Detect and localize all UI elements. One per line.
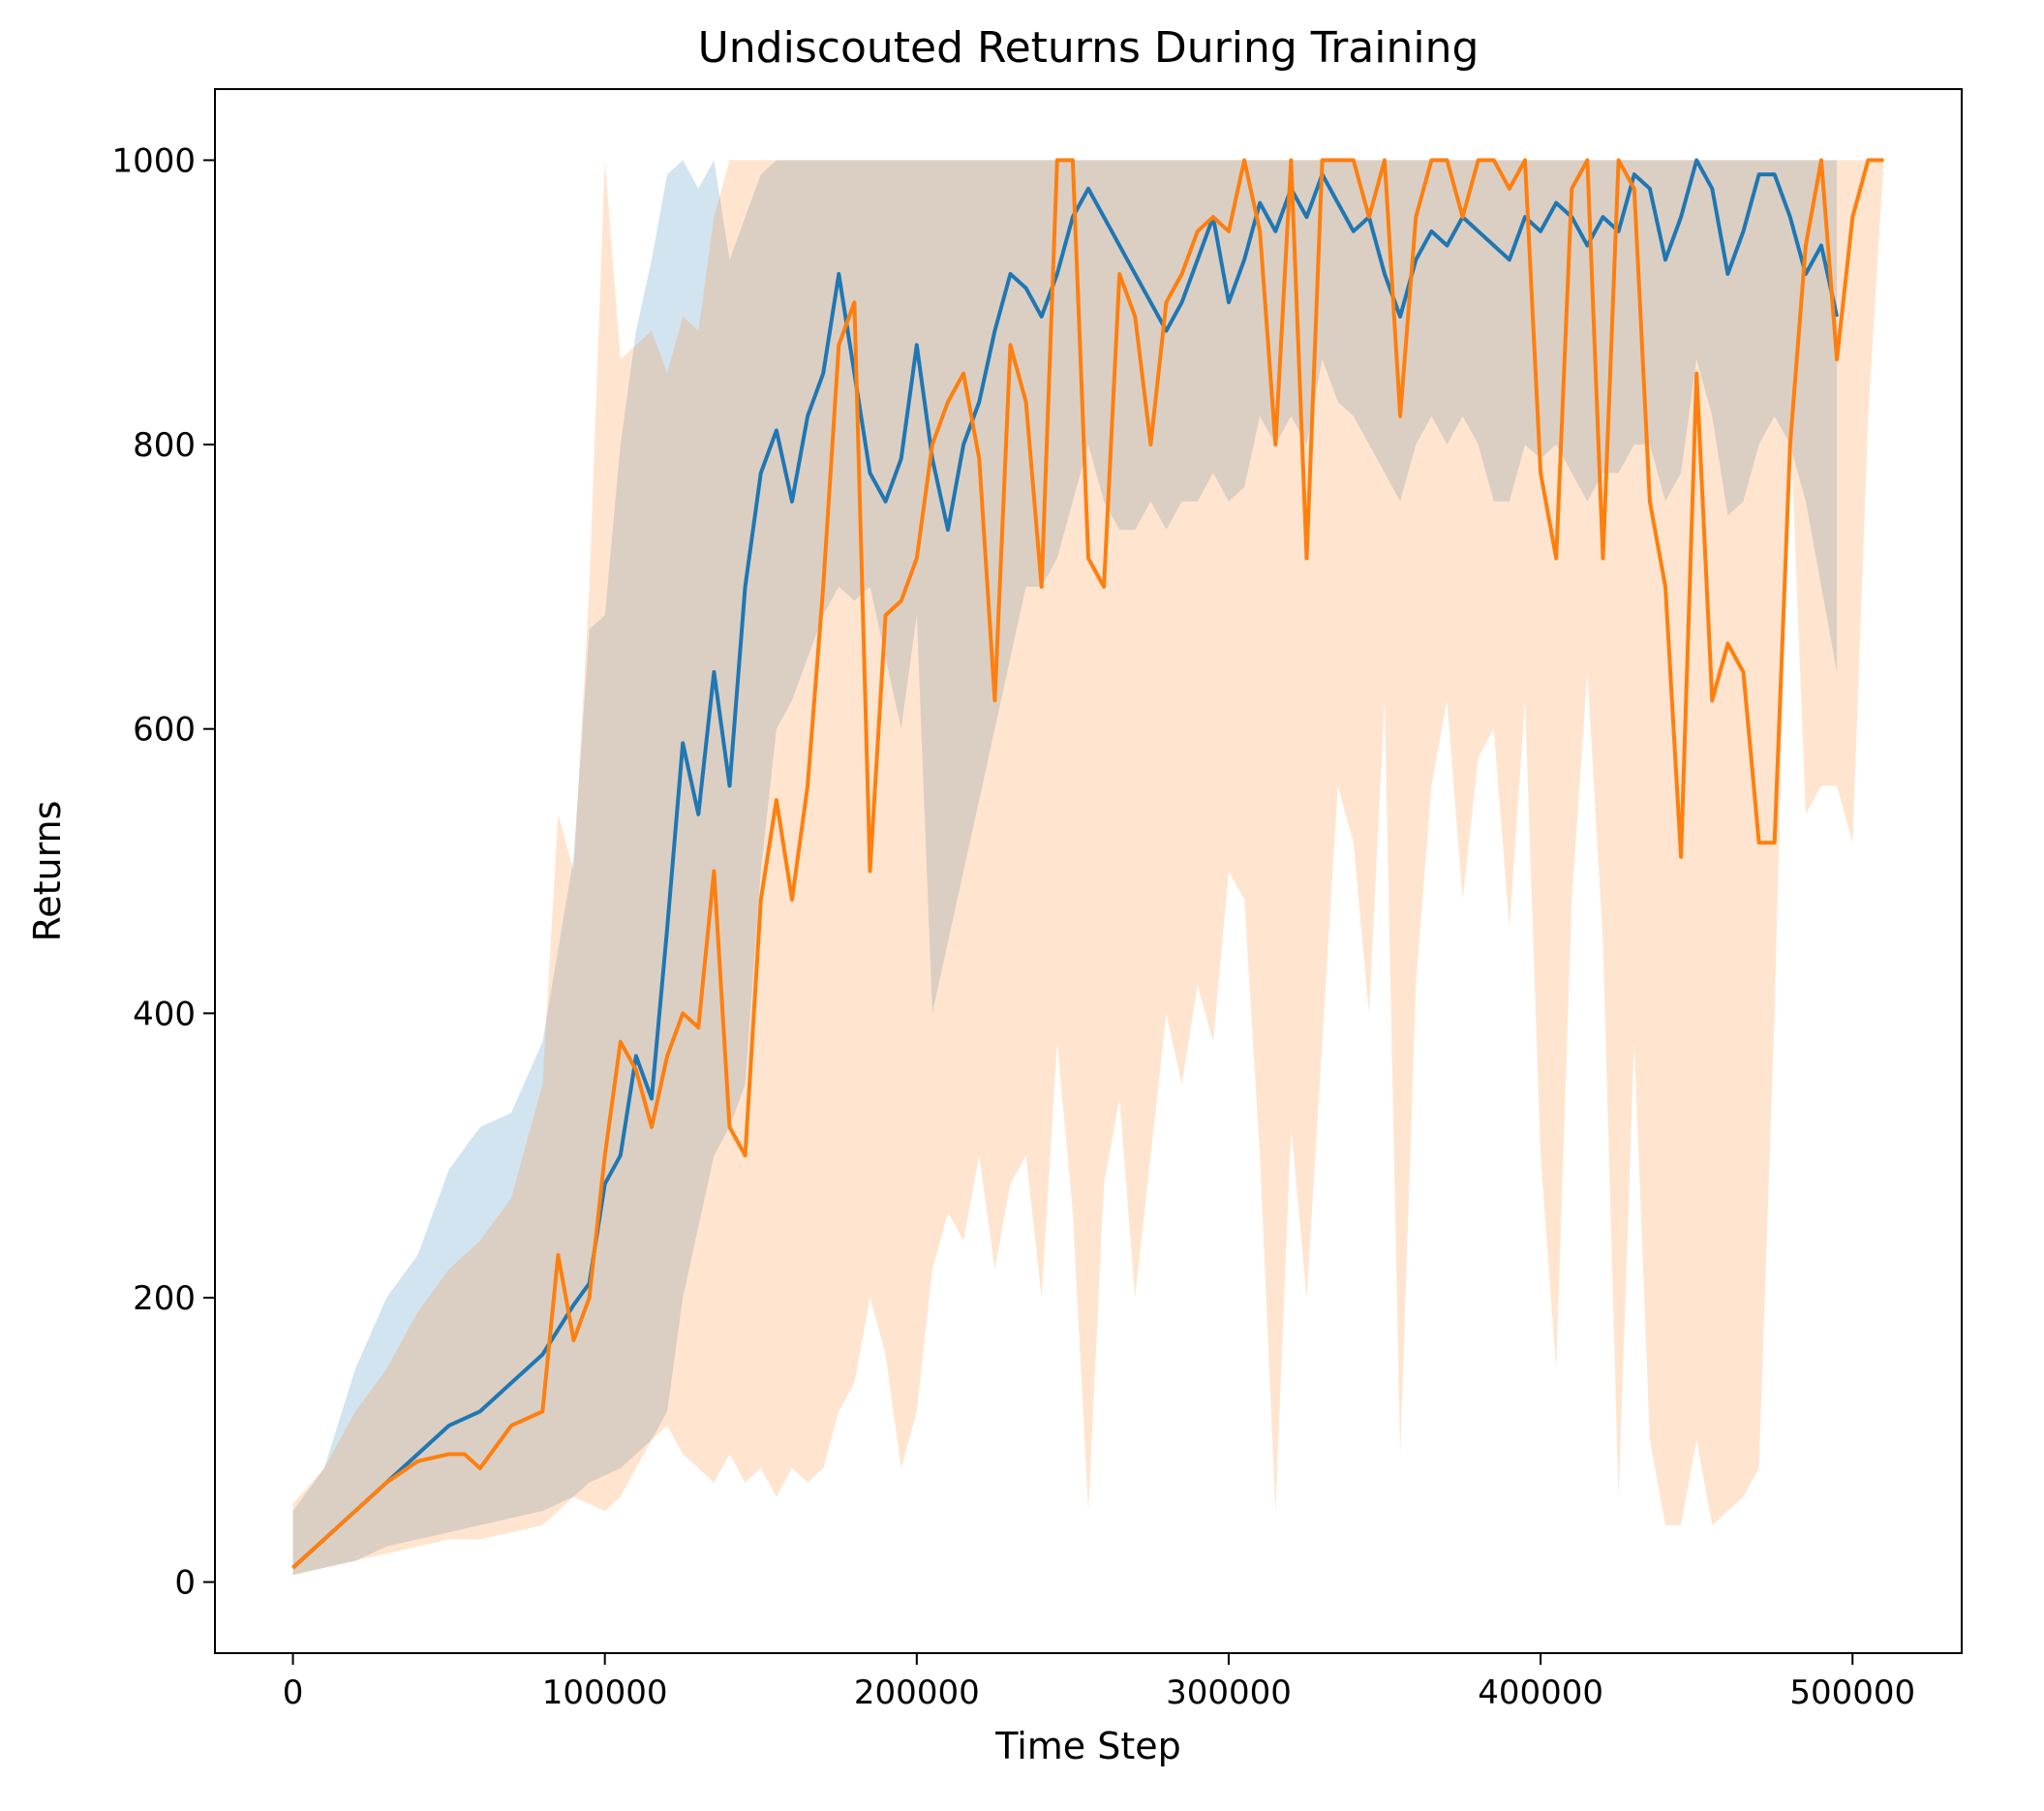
- y-tick-label: 800: [133, 426, 196, 465]
- chart-title: Undiscouted Returns During Training: [698, 23, 1480, 73]
- series-2-line: [291, 158, 1884, 1570]
- y-tick-label: 400: [133, 995, 196, 1033]
- x-tick-label: 100000: [542, 1673, 668, 1712]
- series-1-band: [292, 160, 1838, 1576]
- series-lines: [291, 158, 1884, 1570]
- plot-frame: [214, 88, 1963, 1654]
- x-tick-label: 300000: [1166, 1673, 1292, 1712]
- y-axis-label: Returns: [26, 801, 69, 942]
- y-tick-label: 0: [174, 1564, 196, 1603]
- x-tick-label: 500000: [1789, 1673, 1915, 1712]
- y-tick-label: 200: [133, 1279, 196, 1318]
- x-axis-label: Time Step: [994, 1725, 1181, 1767]
- x-tick-label: 0: [283, 1673, 304, 1712]
- series-1-line: [291, 158, 1840, 1570]
- confidence-bands: [292, 160, 1884, 1576]
- y-axis-ticks: 0 200 400 600 800 1000: [111, 141, 215, 1603]
- y-tick-label: 600: [133, 711, 196, 750]
- x-tick-label: 200000: [854, 1673, 980, 1712]
- y-tick-label: 1000: [111, 141, 196, 180]
- x-axis-ticks: 0 100000 200000 300000 400000 500000: [283, 1653, 1915, 1712]
- x-tick-label: 400000: [1478, 1673, 1603, 1712]
- series-2-band: [292, 160, 1884, 1576]
